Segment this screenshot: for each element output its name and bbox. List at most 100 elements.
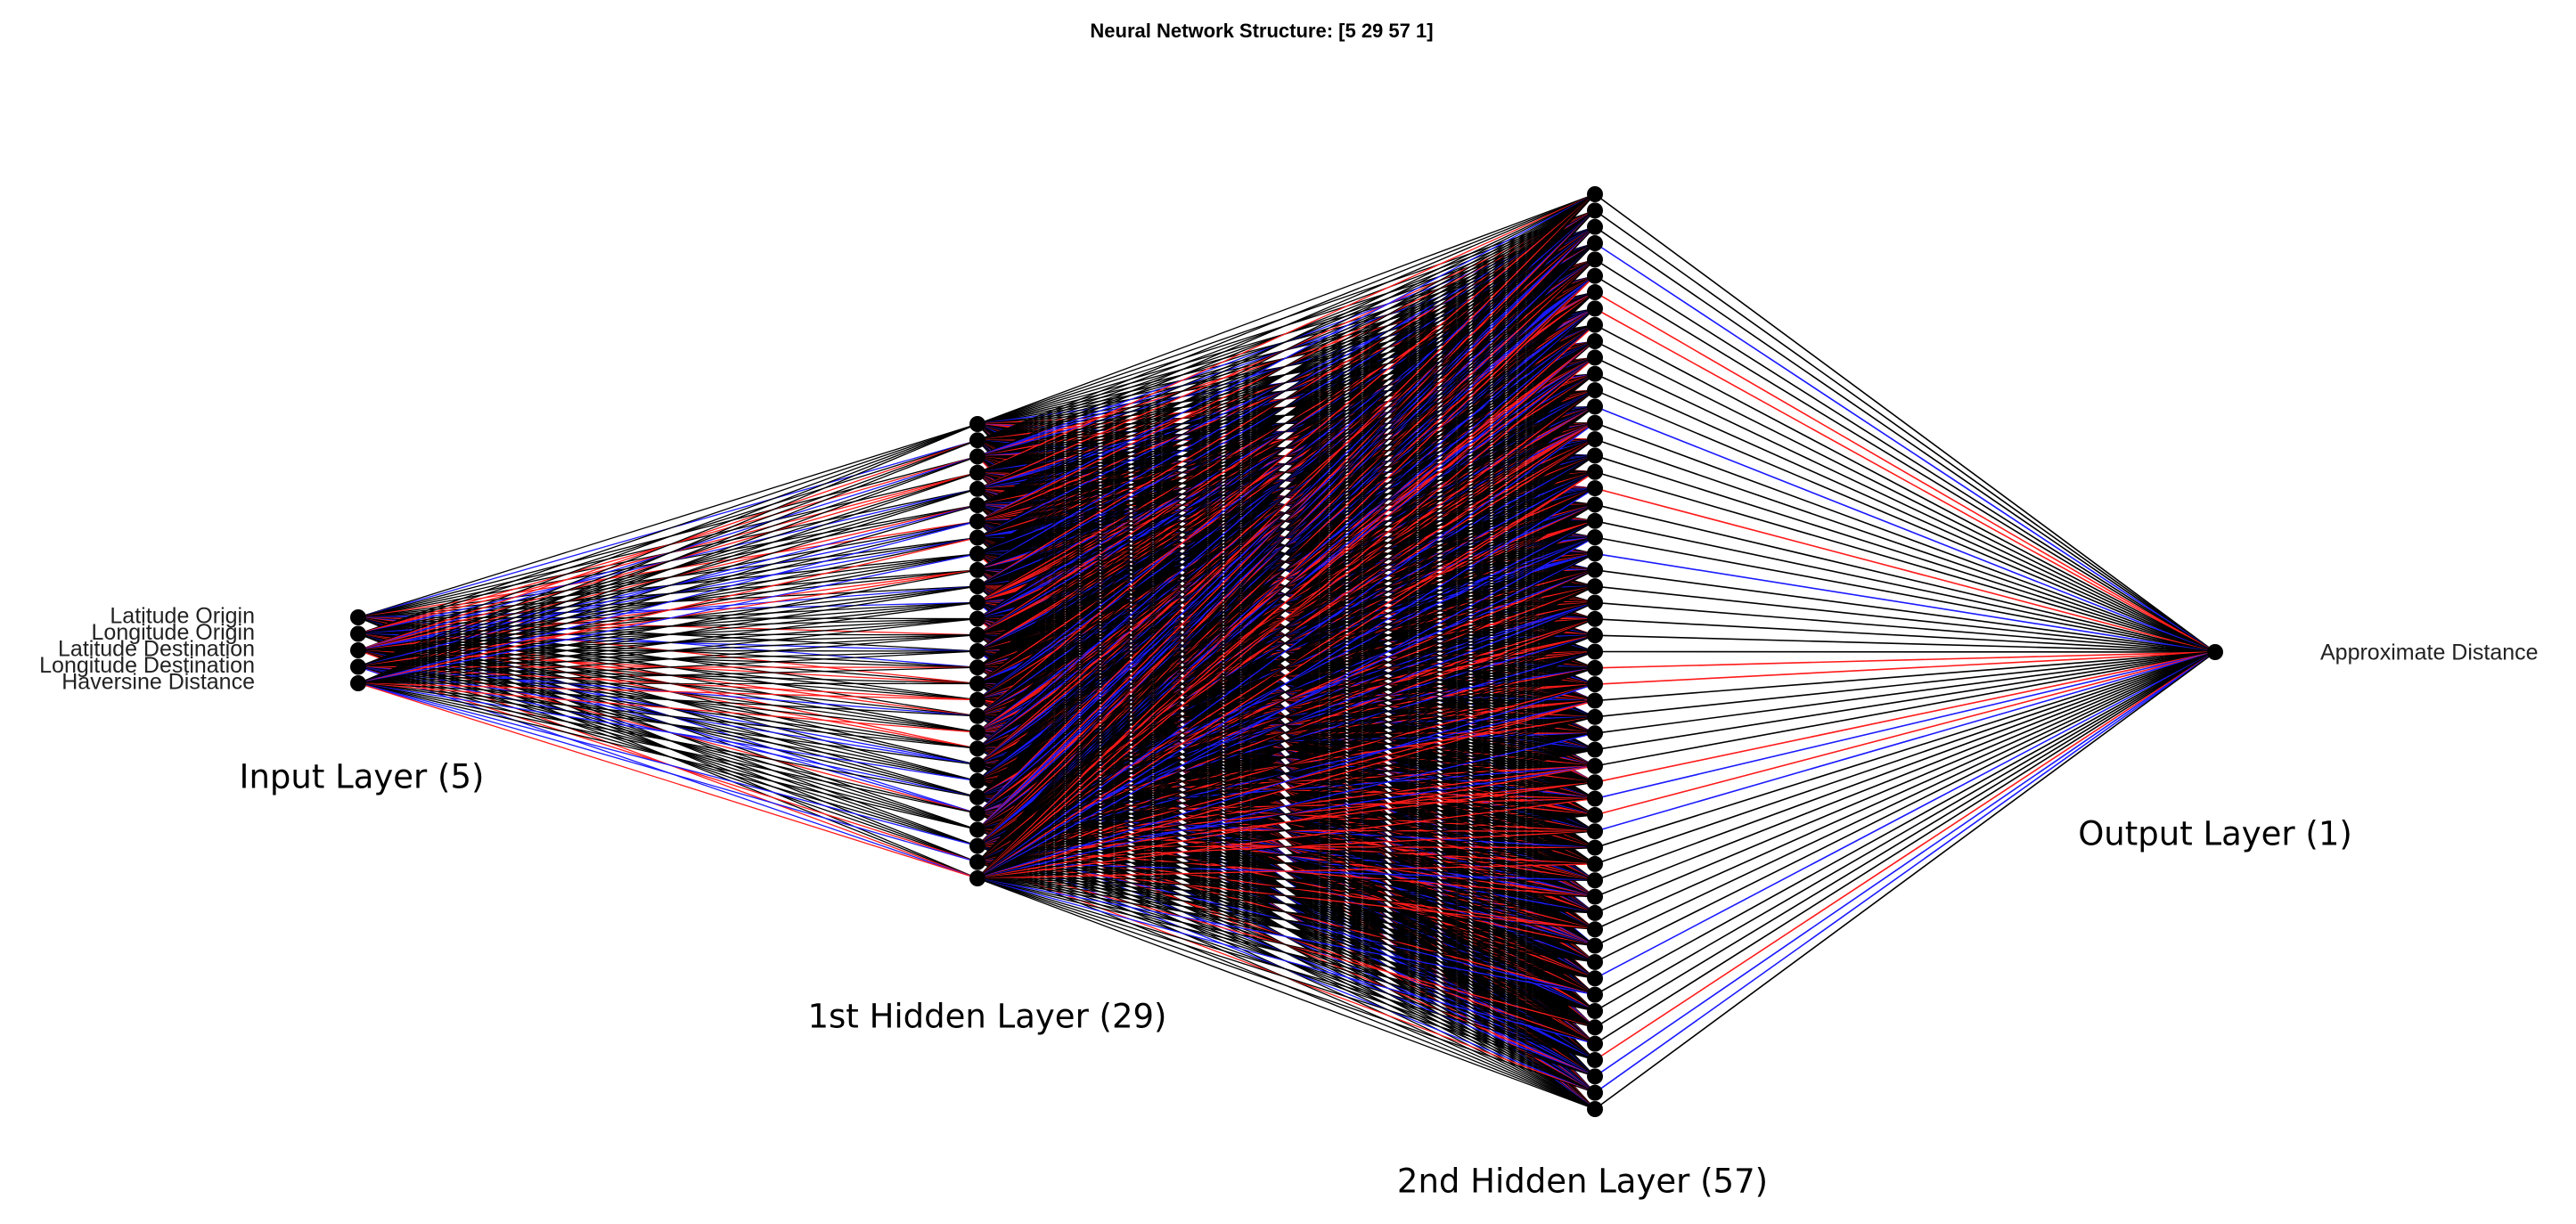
node: [969, 756, 985, 773]
edge: [357, 682, 978, 749]
edge: [357, 455, 978, 684]
edge: [977, 536, 1596, 879]
edge: [1594, 356, 2216, 653]
edge: [977, 193, 1596, 814]
edge: [977, 716, 1596, 879]
edge: [1594, 618, 2216, 653]
edge: [977, 487, 1596, 879]
node: [1587, 970, 1603, 987]
edge: [1594, 470, 2216, 653]
node: [1587, 218, 1603, 235]
edge: [1594, 651, 2216, 702]
node: [1587, 1051, 1603, 1068]
edge: [357, 682, 978, 879]
edge: [1594, 421, 2216, 653]
edge: [1594, 651, 2216, 979]
edge: [1594, 258, 2216, 653]
node: [1587, 839, 1603, 856]
labels: Neural Network Structure: [5 29 57 1] In…: [39, 20, 2538, 1201]
edge: [1594, 242, 2216, 653]
edge: [977, 877, 1596, 1045]
node: [1587, 496, 1603, 513]
node: [969, 594, 985, 611]
edge: [1594, 405, 2216, 653]
edge: [977, 209, 1596, 879]
edge: [977, 601, 1596, 879]
edge: [977, 193, 1596, 603]
input-label: Latitude Destination: [58, 637, 255, 662]
node: [969, 707, 985, 724]
node: [969, 772, 985, 789]
edge: [977, 242, 1596, 879]
node: [969, 805, 985, 822]
edge: [357, 504, 978, 684]
input-label: Longitude Destination: [39, 653, 255, 678]
edge: [977, 193, 1596, 847]
edge: [357, 439, 978, 684]
nodes: [350, 186, 2223, 1117]
edge: [977, 193, 1596, 701]
edge: [357, 682, 978, 766]
layer-label: Input Layer (5): [240, 758, 485, 796]
node: [969, 416, 985, 432]
edge: [357, 569, 978, 684]
edge: [977, 193, 1596, 733]
edge: [977, 634, 1596, 879]
edge: [977, 471, 1596, 879]
edge: [357, 682, 978, 733]
edge: [977, 877, 1596, 963]
edge: [1594, 651, 2216, 947]
node: [969, 432, 985, 449]
edge: [977, 422, 1596, 879]
edge: [977, 877, 1596, 1110]
edge: [1594, 487, 2216, 653]
node: [1587, 888, 1603, 905]
edge: [977, 405, 1596, 879]
edge: [977, 667, 1596, 879]
edge: [977, 585, 1596, 879]
layer-label: 2nd Hidden Layer (57): [1397, 1163, 1768, 1201]
edge: [1594, 373, 2216, 653]
edge: [977, 877, 1596, 1012]
edge: [1594, 569, 2216, 653]
edge: [1594, 651, 2216, 718]
node: [1587, 284, 1603, 301]
edge: [977, 193, 1596, 782]
edge: [977, 356, 1596, 879]
node: [969, 545, 985, 562]
edge: [1594, 651, 2216, 800]
edge: [1594, 651, 2216, 963]
node: [969, 853, 985, 870]
edge: [977, 877, 1596, 881]
edge: [1594, 651, 2216, 1028]
node: [969, 497, 985, 514]
node: [1587, 1068, 1603, 1085]
edge: [977, 193, 1596, 749]
node: [1587, 529, 1603, 546]
input-label: Longitude Origin: [92, 620, 255, 645]
edge: [1594, 585, 2216, 653]
node: [1587, 300, 1603, 317]
edge: [357, 520, 978, 684]
edge: [977, 814, 1596, 879]
node: [1587, 561, 1603, 578]
node: [1587, 708, 1603, 725]
node: [1587, 578, 1603, 595]
node: [350, 625, 366, 642]
node: [1587, 986, 1603, 1003]
edge: [1594, 209, 2216, 653]
edge: [357, 617, 978, 684]
edge: [357, 634, 978, 684]
edge: [977, 454, 1596, 879]
node: [1587, 480, 1603, 497]
edge: [357, 682, 978, 847]
edge: [977, 193, 1596, 620]
edge: [1594, 651, 2216, 849]
edge: [977, 193, 1596, 684]
node: [1587, 627, 1603, 644]
node: [1587, 904, 1603, 921]
edge: [977, 193, 1596, 539]
node: [1587, 659, 1603, 676]
edge: [357, 682, 978, 814]
edge: [977, 520, 1596, 879]
